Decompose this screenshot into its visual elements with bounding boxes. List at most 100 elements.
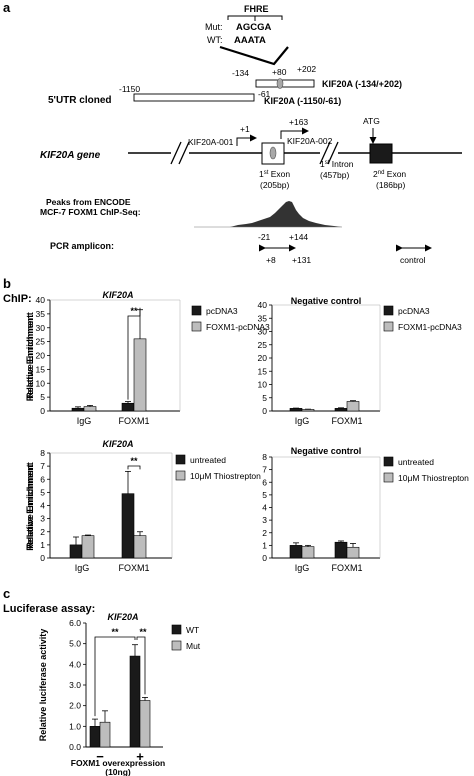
y-tick-label: 0 <box>40 406 45 416</box>
y-axis-label: Relative Enrichment <box>25 315 35 402</box>
num-p202: +202 <box>297 64 316 74</box>
mut-label: Mut: <box>205 22 223 32</box>
y-tick-label: 35 <box>36 309 46 319</box>
x-tick-label: FOXM1 <box>331 563 362 573</box>
y-tick-label: 6 <box>262 477 267 487</box>
bar-mut-1 <box>99 721 111 748</box>
y-tick-label: 5 <box>262 490 267 500</box>
chart-4: Negative control 0 1 2 3 4 5 6 7 8 Relative Enrich… <box>25 446 469 573</box>
y-tick-label: 30 <box>36 323 46 333</box>
y-tick-label: 20 <box>36 351 46 361</box>
y-tick-label: 15 <box>258 366 268 376</box>
y-axis-label: Relative luciferase activity <box>38 629 48 742</box>
y-tick-label: 15 <box>36 364 46 374</box>
gene-break-gap-2 <box>320 146 338 160</box>
y-tick-label: 4.0 <box>69 659 81 669</box>
chart-title: KIF20A <box>102 290 133 300</box>
bar-pcdna3-1 <box>289 408 303 412</box>
y-tick-label: 40 <box>258 300 268 310</box>
kif-002-label: KIF20A-002 <box>287 136 333 146</box>
x-tick-label: IgG <box>295 416 310 426</box>
y-axis-label: Relative Enrichment <box>25 464 35 551</box>
x-tick-label: + <box>136 749 144 764</box>
pcr-label: PCR amplicon: <box>50 241 114 251</box>
bar-pcdna3-2 <box>334 408 348 412</box>
exon-2-label: 2nd Exon <box>373 169 406 179</box>
y-tick-label: 1 <box>40 540 45 550</box>
panel-a-letter: a <box>3 0 11 15</box>
bar-pcdna3-2 <box>121 402 135 412</box>
legend-swatch <box>171 640 182 651</box>
chart-title: Negative control <box>291 446 362 456</box>
bar-foxm1-pcdna3-1 <box>301 409 315 412</box>
y-tick-label: 10 <box>258 380 268 390</box>
x-tick-label: IgG <box>77 416 92 426</box>
y-axis-label: Relative Enrichment <box>25 312 35 399</box>
bar-pcdna3-1 <box>71 407 85 412</box>
gene-break-1a <box>170 141 182 165</box>
y-tick-label: 2.0 <box>69 701 81 711</box>
y-tick-label: 8 <box>262 452 267 462</box>
construct-2-box <box>133 93 255 102</box>
wt-label: WT: <box>207 35 223 45</box>
bar-mut-2 <box>139 700 151 748</box>
panel-a: a FHRE Mut: AGCGA WT: AAATA -134 +80 +20… <box>3 0 462 265</box>
y-tick-label: 6.0 <box>69 618 81 628</box>
fhre-label: FHRE <box>244 4 269 14</box>
chart-title: Negative control <box>291 296 362 306</box>
construct-2-name: KIF20A (-1150/-61) <box>264 96 341 106</box>
num-m61: -61 <box>258 89 271 99</box>
x-tick-label: FOXM1 <box>118 563 149 573</box>
y-tick-label: 1.0 <box>69 721 81 731</box>
y-tick-label: 4 <box>262 503 267 513</box>
num-p1: +1 <box>240 124 250 134</box>
significance-label: ** <box>130 456 138 466</box>
x-tick-label: IgG <box>295 563 310 573</box>
gene-break-2b <box>327 141 339 165</box>
legend-swatch <box>175 454 186 465</box>
bar-foxm1-pcdna3-2 <box>133 338 147 412</box>
chart-5: KIF20A 0.0 1.0 2.0 3.0 4.0 5.0 6.0 Relative luci… <box>38 612 201 776</box>
y-tick-label: 20 <box>258 353 268 363</box>
y-tick-label: 0.0 <box>69 742 81 752</box>
legend-label: untreated <box>398 457 434 467</box>
x-axis-label-line-1: FOXM1 overexpression <box>71 758 165 768</box>
x-tick-label: FOXM1 <box>118 416 149 426</box>
significance-label: ** <box>139 627 147 637</box>
y-tick-label: 35 <box>258 313 268 323</box>
tss-arrow-2 <box>280 127 309 139</box>
y-tick-label: 40 <box>36 295 46 305</box>
y-tick-label: 5 <box>40 487 45 497</box>
significance-bracket <box>136 636 146 695</box>
intron-sup: st <box>325 160 330 166</box>
wt-seq: AAATA <box>234 35 266 46</box>
significance-bracket <box>94 636 136 717</box>
y-tick-label: 5 <box>40 392 45 402</box>
atg-label: ATG <box>363 116 380 126</box>
num-p131: +131 <box>292 255 311 265</box>
exon-1-length: (205bp) <box>260 180 289 190</box>
num-m1150: -1150 <box>119 84 140 94</box>
y-tick-label: 5.0 <box>69 639 81 649</box>
fhre-site-marker <box>276 78 284 89</box>
y-tick-label: 0 <box>262 406 267 416</box>
y-tick-label: 6 <box>40 474 45 484</box>
gene-break-gap-1 <box>171 146 189 160</box>
significance-bracket <box>127 465 141 470</box>
exon-1-label: 1st Exon <box>259 169 290 179</box>
utr-cloned-label: 5'UTR cloned <box>48 95 112 106</box>
y-tick-label: 25 <box>258 340 268 350</box>
construct-1-box <box>255 79 315 88</box>
legend-swatch <box>383 472 394 483</box>
bar-wt-1 <box>89 726 101 748</box>
y-tick-label: 2 <box>262 528 267 538</box>
gene-break-2a <box>319 141 331 165</box>
legend-swatch <box>175 470 186 481</box>
chart-title: KIF20A <box>102 439 133 449</box>
exon-2-word: Exon <box>384 169 406 179</box>
mut-seq: AGCGA <box>236 22 272 33</box>
y-tick-label: 0 <box>262 553 267 563</box>
bar-10-m-thiostrepton-1 <box>301 546 315 559</box>
legend-label: 10μM Thiostrepton <box>398 473 469 483</box>
